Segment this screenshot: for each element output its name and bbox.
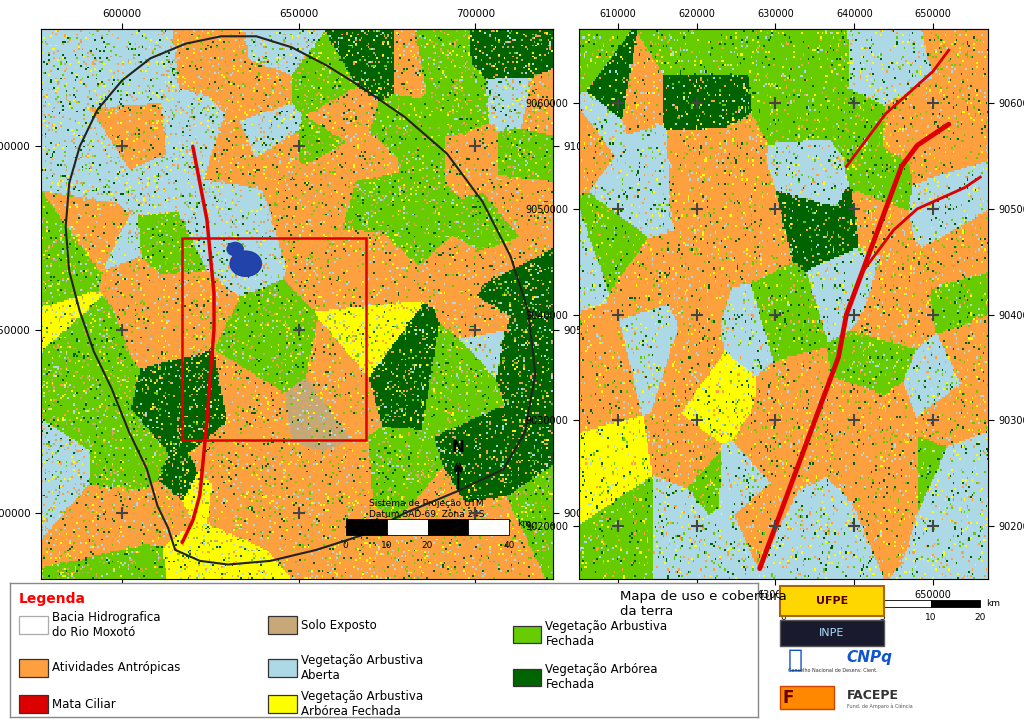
- Text: 0: 0: [343, 541, 348, 550]
- Text: 20: 20: [422, 541, 433, 550]
- Text: Mapa de uso e cobertura
da terra: Mapa de uso e cobertura da terra: [620, 590, 786, 618]
- Text: INPE: INPE: [819, 628, 845, 638]
- Bar: [387, 518, 428, 535]
- Text: Vegetação Arbustiva
Arbórea Fechada: Vegetação Arbustiva Arbórea Fechada: [301, 690, 423, 718]
- Bar: [428, 518, 468, 535]
- Text: Fund. de Amparo à Ciência: Fund. de Amparo à Ciência: [847, 704, 912, 710]
- Text: Atividades Antrópicas: Atividades Antrópicas: [52, 661, 180, 674]
- Text: Vegetação Arbustiva
Fechada: Vegetação Arbustiva Fechada: [546, 620, 668, 649]
- Bar: [513, 668, 541, 686]
- Ellipse shape: [229, 251, 262, 277]
- Bar: [268, 659, 297, 676]
- Text: F: F: [782, 689, 795, 707]
- Bar: [780, 586, 884, 616]
- Text: UFPE: UFPE: [816, 596, 848, 606]
- Bar: [19, 659, 47, 676]
- Text: CNPq: CNPq: [847, 650, 893, 665]
- Text: km: km: [986, 599, 999, 608]
- Text: Vegetação Arbustiva
Aberta: Vegetação Arbustiva Aberta: [301, 654, 423, 682]
- Text: 10: 10: [925, 613, 937, 622]
- Text: Solo Exposto: Solo Exposto: [301, 618, 377, 631]
- Bar: [19, 695, 47, 712]
- Bar: [468, 518, 510, 535]
- Bar: [182, 238, 366, 439]
- Text: Bacia Hidrografica
do Rio Moxotó: Bacia Hidrografica do Rio Moxotó: [52, 611, 161, 639]
- Ellipse shape: [226, 242, 244, 256]
- Text: 20: 20: [974, 613, 986, 622]
- Text: Legenda: Legenda: [19, 592, 86, 606]
- Text: 0: 0: [780, 613, 786, 622]
- Bar: [345, 518, 387, 535]
- Bar: [783, 600, 882, 607]
- Text: Vegetação Arbórea
Fechada: Vegetação Arbórea Fechada: [546, 663, 658, 691]
- Bar: [513, 626, 541, 643]
- Text: km: km: [517, 518, 531, 528]
- Text: N: N: [452, 440, 465, 455]
- Text: Ⓜ: Ⓜ: [787, 648, 803, 672]
- Text: 10: 10: [381, 541, 392, 550]
- Bar: [268, 616, 297, 634]
- Bar: [19, 616, 47, 634]
- Text: 5: 5: [879, 613, 885, 622]
- Bar: [931, 600, 980, 607]
- Bar: [780, 686, 835, 710]
- Bar: [882, 600, 931, 607]
- Bar: [268, 695, 297, 712]
- Text: Sistema de Projeção UTM
Datum SAD-69  Zona 24S: Sistema de Projeção UTM Datum SAD-69 Zon…: [369, 500, 484, 519]
- Text: 40: 40: [504, 541, 515, 550]
- Bar: [780, 620, 884, 646]
- Text: FACEPE: FACEPE: [847, 689, 899, 702]
- Text: Conselho Nacional de Desenv. Cient.: Conselho Nacional de Desenv. Cient.: [787, 668, 878, 673]
- Text: Mata Ciliar: Mata Ciliar: [52, 697, 116, 710]
